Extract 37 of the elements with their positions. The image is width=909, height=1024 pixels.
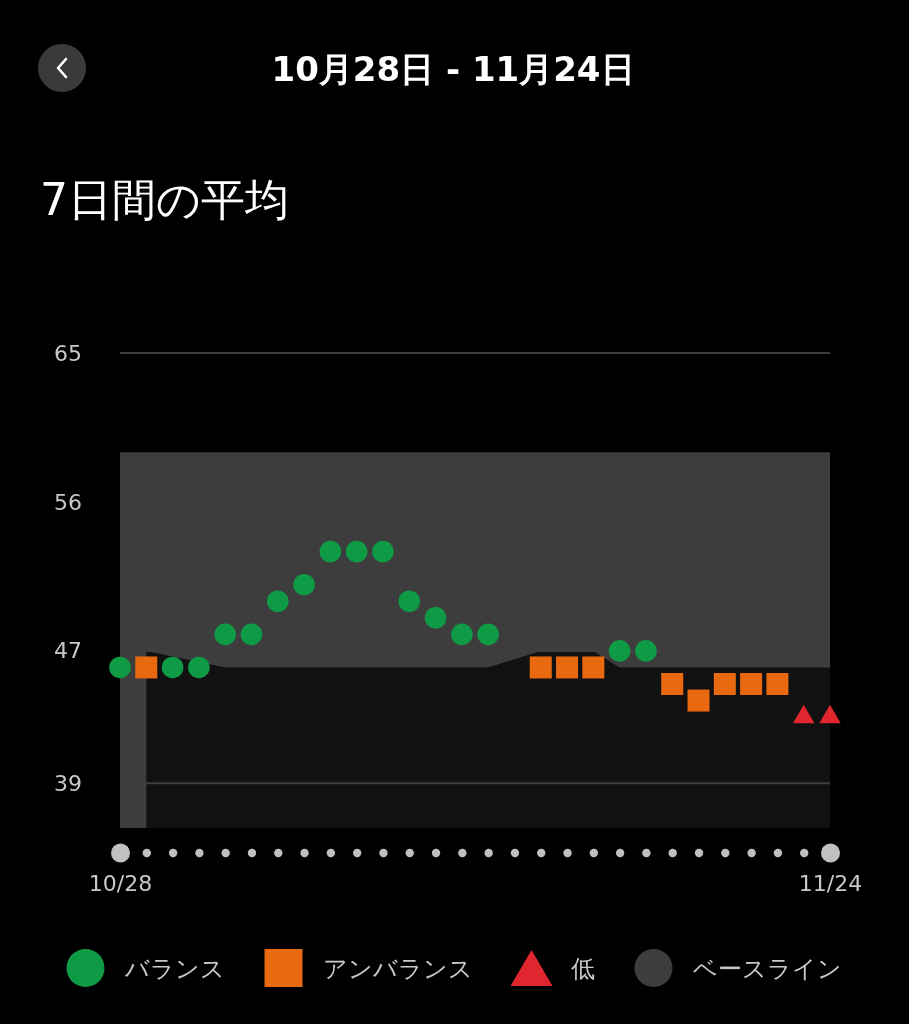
legend-label: アンバランス — [322, 955, 473, 983]
point — [345, 540, 368, 563]
y-tick-label: 56 — [54, 489, 82, 515]
point — [293, 573, 315, 596]
point — [556, 656, 579, 679]
y-tick-label: 47 — [54, 638, 82, 664]
point — [713, 673, 736, 696]
point — [582, 656, 605, 679]
point — [661, 673, 684, 696]
point — [608, 640, 631, 662]
point — [319, 540, 342, 563]
legend-label: 低 — [570, 955, 595, 983]
chart-subtitle: 7日間の平均 — [40, 174, 289, 225]
legend-label: ベースライン — [692, 955, 842, 983]
point — [161, 656, 184, 679]
legend-label: バランス — [123, 955, 225, 983]
x-tick-label: 11/24 — [798, 870, 863, 896]
y-tick-label: 39 — [54, 770, 82, 796]
point — [766, 673, 789, 696]
chart-title: 10月28日 - 11月24日 — [271, 49, 635, 89]
point — [529, 656, 552, 679]
point — [214, 623, 236, 646]
point — [188, 656, 210, 679]
x-tick-label: 10/28 — [88, 870, 153, 896]
point — [451, 623, 473, 646]
point — [398, 590, 421, 613]
point — [240, 623, 263, 646]
y-tick-label: 65 — [54, 340, 82, 366]
point — [740, 673, 763, 696]
point — [635, 640, 657, 662]
point — [477, 623, 499, 646]
point — [372, 540, 394, 563]
point — [135, 656, 158, 679]
point — [109, 656, 131, 679]
point — [687, 689, 710, 712]
point — [424, 607, 447, 629]
point — [266, 590, 289, 613]
